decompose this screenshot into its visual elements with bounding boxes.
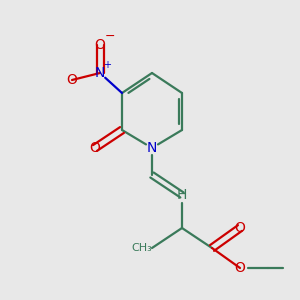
Text: O: O — [235, 221, 245, 235]
Text: O: O — [90, 141, 101, 155]
Text: H: H — [177, 188, 187, 202]
Text: CH₃: CH₃ — [131, 243, 152, 253]
Text: O: O — [67, 73, 77, 87]
Text: −: − — [105, 29, 115, 43]
Text: O: O — [235, 261, 245, 275]
Text: +: + — [103, 60, 111, 70]
Text: N: N — [95, 66, 105, 80]
Text: O: O — [94, 38, 105, 52]
Text: N: N — [147, 141, 157, 155]
